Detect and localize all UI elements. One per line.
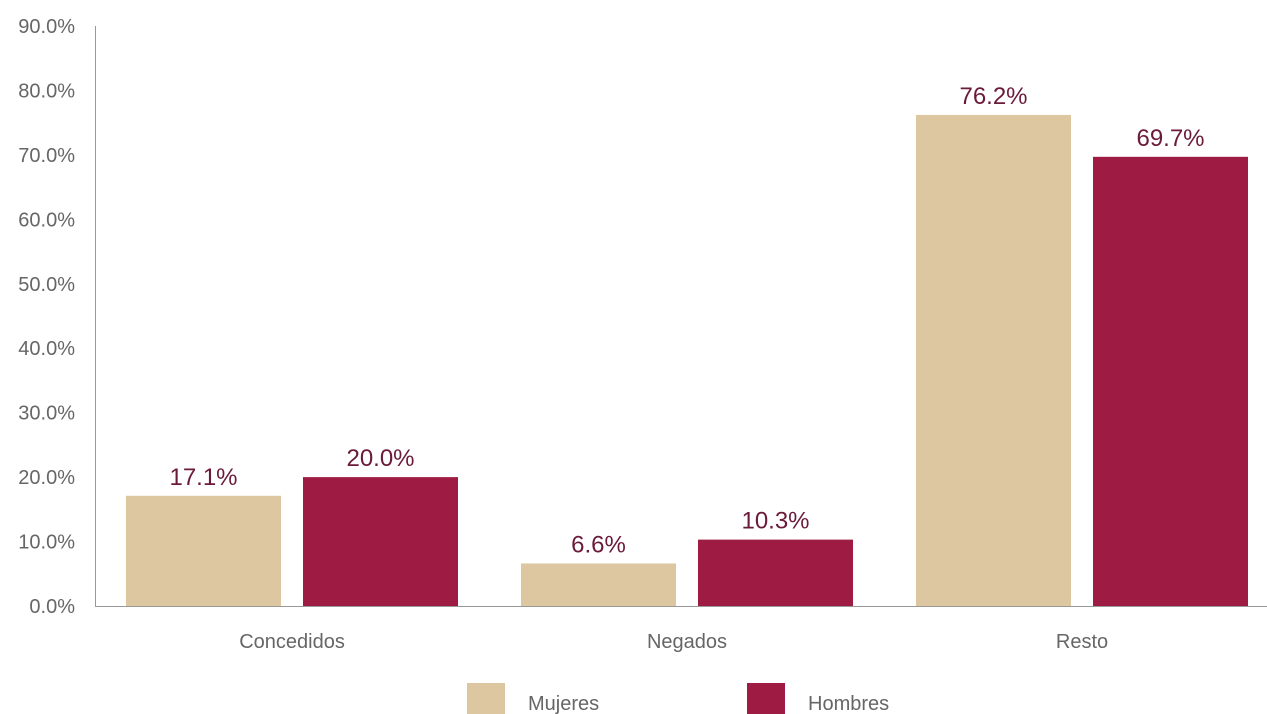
- legend: Mujeres Hombres: [467, 683, 889, 714]
- x-axis: Concedidos Negados Resto: [95, 606, 1267, 653]
- bar-mujeres-concedidos: [126, 495, 281, 606]
- y-tick-label: 30.0%: [18, 403, 75, 425]
- y-axis: 0.0% 10.0% 20.0% 30.0% 40.0% 50.0% 60.0% 70.0% 8…: [18, 16, 96, 618]
- bar-hombres-concedidos: [303, 477, 458, 606]
- data-label: 20.0%: [346, 445, 414, 472]
- data-label: 6.6%: [571, 531, 626, 558]
- bar-mujeres-negados: [521, 563, 676, 606]
- y-tick-label: 80.0%: [18, 80, 75, 102]
- bar-mujeres-resto: [916, 114, 1071, 606]
- bar-hombres-resto: [1093, 156, 1248, 607]
- legend-label-hombres: Hombres: [808, 693, 889, 714]
- y-tick-label: 60.0%: [18, 209, 75, 231]
- x-category-label: Concedidos: [239, 631, 345, 653]
- data-labels: 17.1% 20.0% 6.6% 10.3% 76.2% 69.7%: [169, 83, 1204, 559]
- data-label: 76.2%: [959, 83, 1027, 110]
- data-label: 17.1%: [169, 464, 237, 491]
- data-label: 69.7%: [1136, 125, 1204, 152]
- legend-swatch-hombres: [747, 683, 785, 714]
- y-tick-label: 50.0%: [18, 274, 75, 296]
- data-label: 10.3%: [741, 508, 809, 535]
- y-tick-label: 0.0%: [29, 596, 75, 618]
- legend-swatch-mujeres: [467, 683, 505, 714]
- y-tick-label: 90.0%: [18, 16, 75, 38]
- bar-hombres-negados: [698, 539, 853, 606]
- y-tick-label: 20.0%: [18, 467, 75, 489]
- x-category-label: Negados: [647, 631, 727, 653]
- legend-label-mujeres: Mujeres: [528, 693, 599, 714]
- x-category-label: Resto: [1056, 631, 1108, 653]
- y-tick-label: 10.0%: [18, 532, 75, 554]
- y-tick-label: 40.0%: [18, 338, 75, 360]
- bars: [126, 114, 1248, 607]
- y-tick-label: 70.0%: [18, 145, 75, 167]
